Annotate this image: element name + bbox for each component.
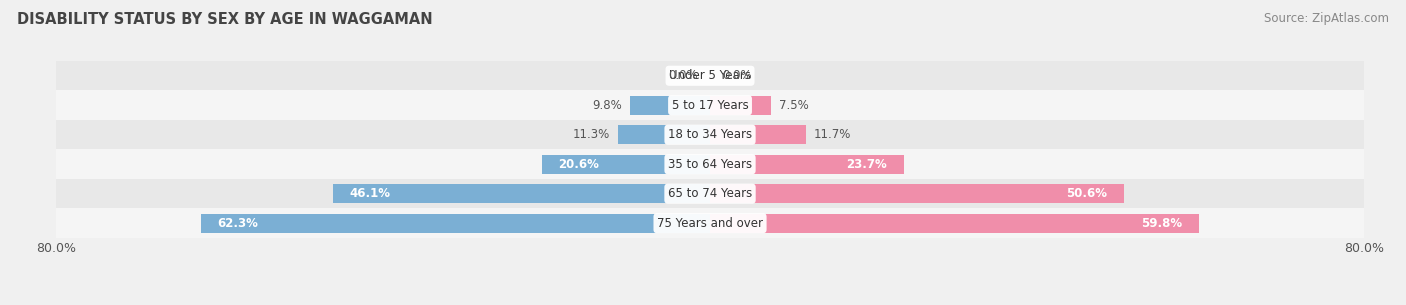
Text: 59.8%: 59.8% [1142,217,1182,230]
Text: 23.7%: 23.7% [846,158,887,171]
Text: 18 to 34 Years: 18 to 34 Years [668,128,752,141]
Bar [710,214,1199,233]
Text: 0.0%: 0.0% [668,69,697,82]
Text: 0.0%: 0.0% [723,69,752,82]
Text: 11.3%: 11.3% [572,128,610,141]
Bar [333,184,710,203]
Text: 5 to 17 Years: 5 to 17 Years [672,99,748,112]
Bar [56,120,1364,149]
Bar [710,96,772,115]
Bar [56,149,1364,179]
Bar [710,155,904,174]
Text: Source: ZipAtlas.com: Source: ZipAtlas.com [1264,12,1389,25]
Text: 65 to 74 Years: 65 to 74 Years [668,187,752,200]
Text: Under 5 Years: Under 5 Years [669,69,751,82]
Bar [56,179,1364,208]
Bar [56,91,1364,120]
Text: 20.6%: 20.6% [558,158,599,171]
Text: 7.5%: 7.5% [779,99,810,112]
Bar [617,125,710,144]
Bar [630,96,710,115]
Bar [56,61,1364,91]
Bar [710,125,806,144]
Text: DISABILITY STATUS BY SEX BY AGE IN WAGGAMAN: DISABILITY STATUS BY SEX BY AGE IN WAGGA… [17,12,433,27]
Text: 11.7%: 11.7% [814,128,851,141]
Text: 50.6%: 50.6% [1066,187,1107,200]
Text: 62.3%: 62.3% [218,217,259,230]
Bar [56,208,1364,238]
Text: 46.1%: 46.1% [350,187,391,200]
Bar [710,184,1123,203]
Text: 75 Years and over: 75 Years and over [657,217,763,230]
Bar [541,155,710,174]
Text: 9.8%: 9.8% [592,99,621,112]
Bar [201,214,710,233]
Text: 35 to 64 Years: 35 to 64 Years [668,158,752,171]
